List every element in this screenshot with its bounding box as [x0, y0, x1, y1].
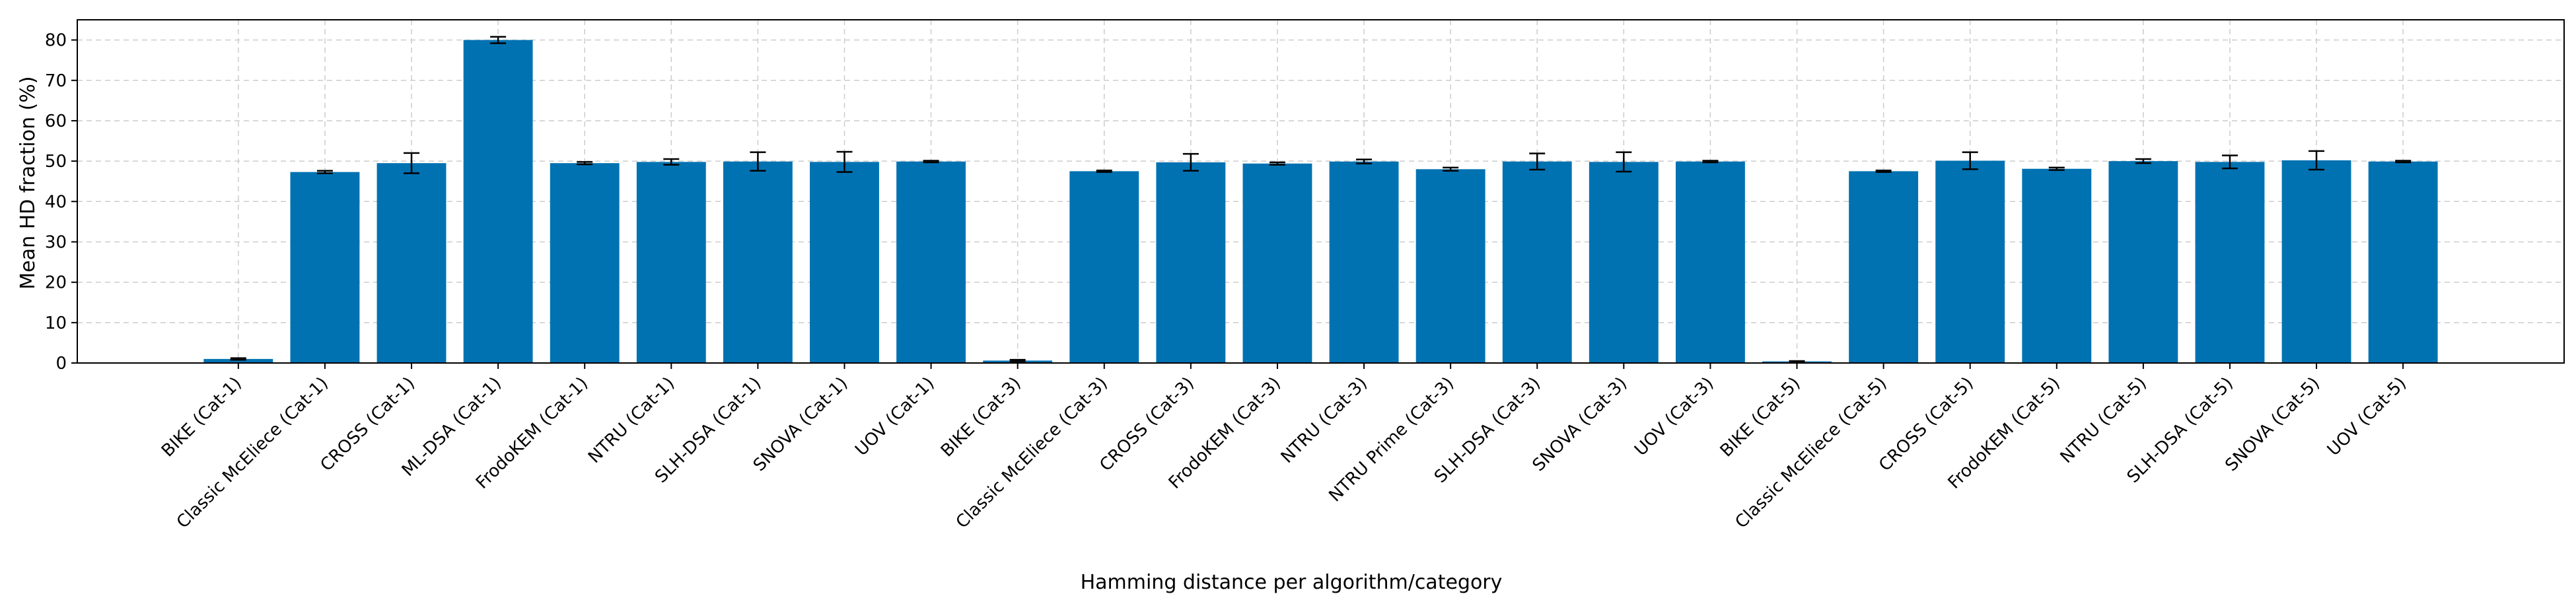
bar [463, 40, 533, 364]
bar [1329, 161, 1399, 363]
bar [636, 162, 706, 363]
y-tick-label: 40 [45, 192, 67, 212]
x-tick-label: SNOVA (Cat-3) [1529, 374, 1631, 476]
bar [203, 358, 273, 363]
bar [376, 163, 447, 364]
y-tick-label: 70 [45, 71, 67, 91]
x-tick-label: BIKE (Cat-5) [1717, 374, 1805, 461]
x-tick-label: BIKE (Cat-3) [937, 374, 1025, 461]
bar [550, 163, 620, 364]
x-tick-label: CROSS (Cat-1) [317, 374, 419, 475]
bar [2368, 161, 2438, 363]
y-axis-label: Mean HD fraction (%) [17, 76, 40, 289]
y-tick-label: 10 [45, 314, 67, 333]
bar [810, 162, 879, 363]
bar [1849, 171, 1919, 363]
x-tick-label: Classic McEliece (Cat-1) [173, 374, 332, 533]
bar [2022, 168, 2092, 363]
y-tick-label: 80 [45, 31, 67, 51]
bar [1675, 161, 1745, 363]
bar [2108, 161, 2178, 363]
bar [1156, 162, 1226, 363]
x-tick-label: CROSS (Cat-5) [1875, 374, 1977, 475]
bar [1589, 162, 1659, 363]
x-tick-label: Classic McEliece (Cat-3) [952, 374, 1112, 533]
x-axis-label: Hamming distance per algorithm/category [1081, 571, 1503, 594]
x-tick-label: BIKE (Cat-1) [158, 374, 246, 461]
bar [2281, 160, 2351, 364]
x-tick-label: UOV (Cat-3) [1631, 374, 1717, 460]
bar [1415, 169, 1485, 363]
y-tick-label: 30 [45, 232, 67, 252]
bar-layer [203, 36, 2438, 364]
bar [1502, 161, 1572, 363]
grid-layer [77, 20, 2564, 364]
bar [1935, 160, 2005, 363]
y-tick-label: 60 [45, 112, 67, 131]
x-tick-label: UOV (Cat-1) [851, 374, 938, 460]
bar [1242, 163, 1312, 363]
plot-frame [77, 19, 2565, 364]
bar [1069, 171, 1139, 363]
bar [2195, 162, 2265, 363]
bar [723, 161, 793, 363]
y-tick-label: 0 [55, 354, 67, 374]
x-tick-label: SNOVA (Cat-1) [750, 374, 852, 476]
x-tick-label: SNOVA (Cat-5) [2221, 374, 2324, 476]
bar [290, 172, 360, 363]
x-tick-label: NTRU (Cat-5) [2057, 374, 2151, 467]
x-tick-label: CROSS (Cat-3) [1096, 374, 1198, 475]
x-tick-label: NTRU (Cat-3) [1277, 374, 1371, 467]
x-tick-label: UOV (Cat-5) [2324, 374, 2410, 460]
x-tick-label: Classic McEliece (Cat-5) [1732, 374, 1891, 533]
bar [896, 161, 966, 363]
x-tick-label: NTRU (Cat-1) [585, 374, 678, 467]
y-tick-label: 50 [45, 152, 67, 172]
y-tick-label: 20 [45, 273, 67, 293]
